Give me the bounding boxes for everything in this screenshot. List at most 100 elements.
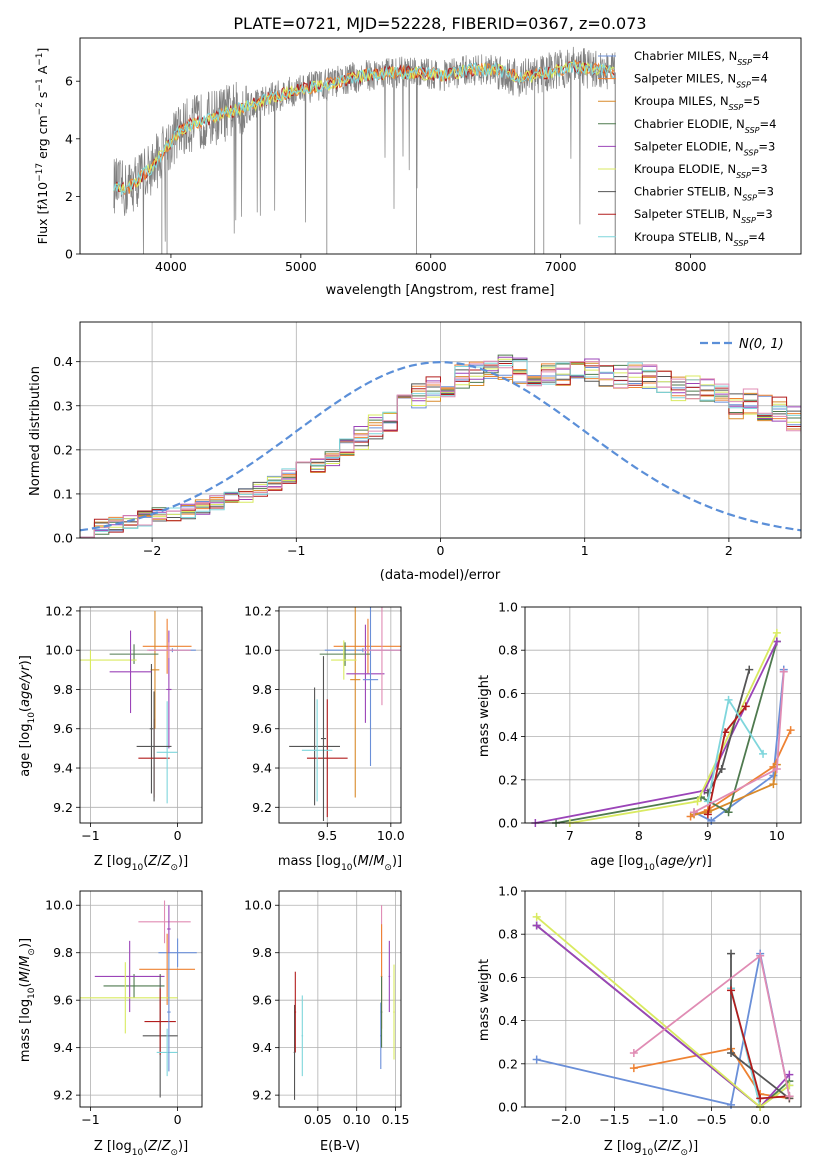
y-tick-label: 9.8 (53, 682, 73, 697)
plus-marker (690, 808, 699, 817)
x-tick-label: 0 (437, 543, 445, 558)
plus-marker (741, 702, 750, 711)
y-tick-label: 0.2 (53, 442, 73, 457)
age-vs-z-panel: −1 0 9.2 9.4 9.6 9.8 10.0 10.2 (45, 603, 203, 843)
x-tick-label: 0.15 (382, 1112, 410, 1127)
x-tick-label: 9 (704, 828, 712, 843)
plus-marker (532, 1055, 541, 1064)
normal-curve (80, 360, 801, 532)
y-tick-label: 10.0 (244, 898, 272, 913)
y-tick-label: 0.2 (498, 772, 518, 787)
age-vs-mass-panel: 9.5 10.0 9.2 9.4 9.6 9.8 10.0 10.2 (244, 603, 405, 843)
legend-subscript: SSP (729, 103, 744, 112)
spectrum-ylabel: Flux [fλ10−17 erg cm−2 s−1 A−1] (35, 48, 50, 245)
axes-frame (79, 890, 203, 1108)
weight-age-xlabel: age [log10(age/yr)] (590, 854, 712, 873)
legend-label: Kroupa ELODIE, NSSP=3 (634, 162, 768, 180)
plus-marker (756, 951, 765, 960)
y-tick-label: 10.0 (45, 643, 73, 658)
y-tick-label: 0.8 (498, 927, 518, 942)
legend-label: N(0, 1) (739, 337, 784, 352)
y-tick-label: 9.2 (53, 1088, 73, 1103)
plus-marker (727, 986, 736, 995)
legend-subscript: SSP (744, 148, 759, 157)
legend-subscript: SSP (734, 238, 749, 247)
x-tick-label: 10.0 (377, 828, 405, 843)
weight-series-line (536, 916, 790, 1107)
y-tick-label: 9.2 (252, 800, 272, 815)
x-tick-label: 0.10 (343, 1112, 371, 1127)
plus-marker (772, 765, 781, 773)
y-tick-label: 0.0 (53, 531, 73, 546)
mass-vs-z-panel: −1 0 9.2 9.4 9.6 9.8 10.0 (45, 890, 203, 1127)
x-tick-label: 7 (566, 828, 574, 843)
y-tick-label: 4 (65, 131, 73, 146)
plus-marker (629, 1064, 638, 1073)
x-tick-label: −0.5 (696, 1112, 726, 1127)
plus-marker (717, 765, 726, 773)
plus-marker (727, 949, 736, 958)
mass-ylabel: mass [log10(M/M⊙)] (18, 938, 37, 1062)
plus-marker (724, 808, 733, 817)
axes-frame (79, 321, 802, 539)
mass-vs-ebv-panel: 0.05 0.10 0.15 9.2 9.4 9.6 9.8 10.0 (244, 890, 410, 1127)
mass-weight-vs-age-panel: 7 8 9 10 0.0 0.2 0.4 0.6 0.8 1.0 (498, 600, 802, 843)
y-tick-label: 9.8 (252, 682, 272, 697)
axes-frame (278, 606, 402, 824)
plus-marker (703, 810, 712, 819)
mass-z-xlabel: Z [log10(Z/Z⊙)] (94, 1139, 188, 1158)
y-tick-label: 0 (65, 247, 73, 262)
plus-marker (769, 780, 778, 789)
legend-label: Kroupa STELIB, NSSP=4 (634, 230, 765, 248)
y-tick-label: 2 (65, 189, 73, 204)
mass-weight-vs-z-panel: −2.0 −1.5 −1.0 −0.5 0.0 0.0 0.2 0.4 0.6 0.8 1.0 (498, 884, 802, 1127)
y-tick-label: 10.0 (45, 898, 73, 913)
x-tick-label: 10 (769, 828, 785, 843)
x-tick-label: −1 (287, 543, 305, 558)
x-tick-label: 8 (635, 828, 643, 843)
y-tick-label: 9.8 (53, 945, 73, 960)
y-tick-label: 9.2 (53, 800, 73, 815)
y-tick-label: 1.0 (498, 884, 518, 899)
x-tick-label: 0.05 (304, 1112, 332, 1127)
x-tick-label: 4000 (155, 259, 187, 274)
residuals-panel: −2 −1 0 1 2 0.0 0.1 0.2 0.3 0.4 N(0, 1) (53, 321, 802, 558)
plus-marker (772, 628, 781, 637)
y-tick-label: 9.6 (252, 721, 272, 736)
legend-label: Chabrier MILES, NSSP=4 (634, 49, 769, 67)
legend-subscript: SSP (736, 171, 751, 180)
plus-marker (724, 695, 733, 704)
plus-marker (779, 667, 788, 676)
plus-marker (769, 771, 778, 780)
axes-frame (524, 890, 802, 1108)
plus-marker (786, 726, 795, 735)
y-tick-label: 9.6 (252, 993, 272, 1008)
plus-marker (727, 1100, 736, 1109)
x-tick-label: 0.0 (750, 1112, 770, 1127)
x-tick-label: 2 (725, 543, 733, 558)
legend-label: Chabrier ELODIE, NSSP=4 (634, 117, 776, 135)
y-tick-label: 10.0 (244, 643, 272, 658)
x-tick-label: −2 (143, 543, 161, 558)
legend-subscript: SSP (745, 125, 760, 134)
plus-marker (532, 921, 541, 930)
x-tick-label: 0 (174, 828, 182, 843)
age-mass-xlabel: mass [log10(M/M⊙)] (278, 854, 402, 873)
x-tick-label: −1.5 (599, 1112, 629, 1127)
y-tick-label: 0.0 (498, 816, 518, 831)
legend-subscript: SSP (742, 193, 757, 202)
plus-marker (707, 816, 716, 825)
x-tick-label: −1 (81, 828, 99, 843)
weight-series-line (536, 924, 790, 1107)
x-tick-label: −1.0 (648, 1112, 678, 1127)
plus-marker (745, 665, 754, 674)
plus-marker (772, 637, 781, 646)
plus-marker (727, 1049, 736, 1057)
age-z-xlabel: Z [log10(Z/Z⊙)] (94, 854, 188, 873)
y-tick-label: 0.2 (498, 1056, 518, 1071)
plus-marker (756, 1094, 765, 1103)
weight-z-xlabel: Z [log10(Z/Z⊙)] (604, 1139, 698, 1158)
y-tick-label: 9.2 (252, 1088, 272, 1103)
residuals-xlabel: (data-model)/error (380, 568, 501, 583)
